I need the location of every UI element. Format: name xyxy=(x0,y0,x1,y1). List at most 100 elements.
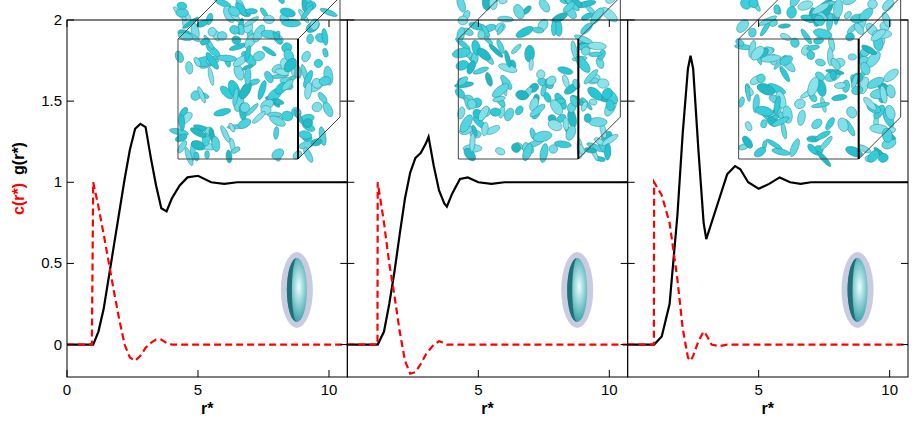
x-tick xyxy=(328,20,329,27)
inset-particle xyxy=(877,152,889,164)
inset-particle xyxy=(532,27,544,34)
x-tick xyxy=(758,20,759,27)
inset-particle xyxy=(238,101,251,115)
inset-particle xyxy=(205,151,210,159)
x-axis-title: r* xyxy=(762,400,775,417)
y-tick xyxy=(340,20,347,21)
inset-particle xyxy=(306,34,313,44)
y-tick-label: 1 xyxy=(54,173,62,190)
inset-particle xyxy=(771,147,790,156)
inset-box xyxy=(458,0,620,159)
inset-cube xyxy=(169,0,340,166)
inset-particle xyxy=(204,51,221,71)
y-tick xyxy=(628,344,635,345)
y-tick xyxy=(67,263,74,264)
inset-particle xyxy=(272,31,284,45)
y-tick xyxy=(621,263,628,264)
y-tick xyxy=(628,182,635,183)
inset-particle xyxy=(207,67,215,86)
inset-particle xyxy=(773,5,780,15)
inset-particle xyxy=(748,44,766,63)
y-tick xyxy=(67,344,74,345)
y-tick-label: 1.5 xyxy=(41,92,62,109)
figure: 051000.511.52r*c(r*)g(r*)510r*510r* xyxy=(0,0,915,421)
frame xyxy=(628,20,908,377)
series-line xyxy=(67,182,347,360)
inset-particle xyxy=(794,98,807,110)
inset-particle xyxy=(551,21,556,36)
inset-particle xyxy=(475,46,493,63)
inset-particle xyxy=(496,24,505,36)
inset-particle xyxy=(557,65,574,75)
inset-particle xyxy=(478,31,485,40)
inset-particle xyxy=(211,136,221,153)
inset-particle xyxy=(242,15,259,28)
inset-particle xyxy=(880,0,896,13)
x-tick xyxy=(478,370,479,377)
inset-particle xyxy=(561,74,570,88)
y-tick xyxy=(347,263,354,264)
icon-core xyxy=(567,258,587,322)
inset-particle xyxy=(604,143,611,160)
inset-particle xyxy=(748,0,760,9)
x-tick xyxy=(197,20,198,27)
icon-core xyxy=(848,258,868,322)
inset-particle xyxy=(476,104,491,122)
plot-area xyxy=(67,124,347,361)
x-tick xyxy=(478,20,479,27)
series-line xyxy=(67,124,347,345)
inset-particle xyxy=(310,100,323,113)
inset-particle xyxy=(582,68,599,86)
inset-box xyxy=(739,0,901,159)
ellipsoid-icon xyxy=(561,252,593,328)
inset-particle xyxy=(869,27,887,43)
y-tick xyxy=(621,101,628,102)
inset-particle xyxy=(177,31,193,42)
x-axis-title: r* xyxy=(201,400,214,417)
y-tick xyxy=(628,263,635,264)
x-tick xyxy=(197,370,198,377)
x-tick-label: 10 xyxy=(881,381,898,398)
x-axis-title: r* xyxy=(481,400,494,417)
inset-particle xyxy=(857,6,875,24)
inset-particle xyxy=(228,122,236,133)
y-tick-label: 2 xyxy=(54,11,62,28)
inset-particle xyxy=(546,118,563,133)
icon-shell xyxy=(281,252,313,328)
inset-particle xyxy=(585,5,595,15)
inset-particle xyxy=(193,152,199,161)
x-tick-label: 10 xyxy=(321,381,338,398)
inset-particle xyxy=(174,133,188,144)
inset-particle xyxy=(834,82,846,89)
inset-particle xyxy=(469,133,475,152)
inset-particle xyxy=(748,28,756,37)
inset-particle xyxy=(778,54,794,68)
inset-cube xyxy=(734,0,901,168)
inset-particle xyxy=(498,0,508,5)
icon-shade xyxy=(567,258,577,322)
inset-particle xyxy=(588,42,607,51)
ellipsoid-icon xyxy=(842,252,874,328)
inset-particle xyxy=(845,105,859,120)
inset-particle xyxy=(313,58,325,70)
inset-particle xyxy=(304,82,313,100)
panel: 051000.511.52r*c(r*)g(r*) xyxy=(10,0,347,417)
y-tick xyxy=(340,101,347,102)
y-axis-title: c(r*)g(r*) xyxy=(10,142,27,215)
y-axis-title-part: c(r*) xyxy=(10,183,27,215)
inset-particle xyxy=(806,44,820,51)
inset-particle xyxy=(806,142,819,155)
inset-particle xyxy=(322,48,329,58)
x-tick xyxy=(67,20,68,27)
inset-particle xyxy=(174,50,186,64)
inset-particle xyxy=(232,88,240,107)
inset-particle xyxy=(230,146,241,155)
inset-particle xyxy=(227,5,242,19)
inset-particle xyxy=(744,84,751,102)
inset-particle xyxy=(455,0,467,13)
plot-area xyxy=(347,137,627,374)
inset-particle xyxy=(503,50,512,68)
icon-core xyxy=(287,258,307,322)
inset-particle xyxy=(544,74,558,87)
inset-particle xyxy=(580,96,593,111)
